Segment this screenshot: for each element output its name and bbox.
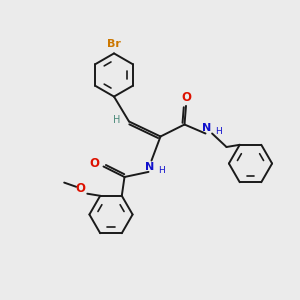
Text: H: H <box>158 166 165 175</box>
Text: O: O <box>181 91 191 104</box>
Text: N: N <box>202 123 211 133</box>
Text: H: H <box>113 115 120 125</box>
Text: H: H <box>215 128 221 136</box>
Text: O: O <box>89 157 100 170</box>
Text: N: N <box>146 161 154 172</box>
Text: Br: Br <box>107 39 121 49</box>
Text: O: O <box>75 182 85 195</box>
